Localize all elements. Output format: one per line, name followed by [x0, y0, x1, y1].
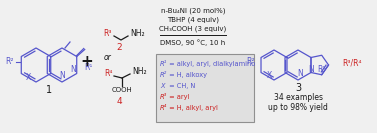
Text: +: + — [81, 53, 93, 68]
Text: N: N — [308, 65, 314, 74]
Text: R⁴: R⁴ — [104, 68, 112, 78]
Text: R¹: R¹ — [84, 63, 92, 72]
Text: NH₂: NH₂ — [130, 28, 145, 38]
Text: R⁴: R⁴ — [160, 105, 167, 111]
Text: = aryl: = aryl — [167, 94, 189, 100]
Text: X: X — [25, 72, 31, 82]
Text: = H, alkyl, aryl: = H, alkyl, aryl — [167, 105, 218, 111]
Text: N: N — [297, 70, 303, 78]
Text: R²: R² — [160, 72, 167, 78]
Text: R¹: R¹ — [160, 61, 167, 67]
Text: R²: R² — [247, 57, 255, 66]
Text: COOH: COOH — [112, 87, 132, 93]
Text: N: N — [59, 72, 65, 80]
Text: 2: 2 — [116, 43, 122, 51]
Text: up to 98% yield: up to 98% yield — [268, 103, 328, 111]
Text: 3: 3 — [295, 83, 301, 93]
Text: R²: R² — [6, 57, 14, 66]
Text: DMSO, 90 °C, 10 h: DMSO, 90 °C, 10 h — [160, 40, 225, 46]
Text: X: X — [267, 72, 271, 80]
Text: = H, alkoxy: = H, alkoxy — [167, 72, 207, 78]
Text: = alkyl, aryl, dialkylamino: = alkyl, aryl, dialkylamino — [167, 61, 255, 67]
Text: R³: R³ — [160, 94, 167, 100]
Text: R³: R³ — [104, 28, 112, 38]
Text: R³/R⁴: R³/R⁴ — [343, 59, 362, 68]
Text: 1: 1 — [46, 85, 52, 95]
Text: N: N — [70, 65, 76, 74]
Text: CH₃COOH (3 equiv): CH₃COOH (3 equiv) — [159, 26, 227, 32]
Text: X: X — [160, 83, 164, 89]
Text: R¹: R¹ — [317, 65, 325, 74]
Text: 34 examples: 34 examples — [273, 93, 322, 103]
Text: NH₂: NH₂ — [132, 66, 147, 76]
Text: TBHP (4 equiv): TBHP (4 equiv) — [167, 17, 219, 23]
Text: = CH, N: = CH, N — [167, 83, 195, 89]
FancyBboxPatch shape — [155, 53, 253, 122]
Text: or: or — [104, 53, 112, 63]
Text: 4: 4 — [116, 97, 122, 107]
Text: n-Bu₄NI (20 mol%): n-Bu₄NI (20 mol%) — [161, 8, 225, 14]
